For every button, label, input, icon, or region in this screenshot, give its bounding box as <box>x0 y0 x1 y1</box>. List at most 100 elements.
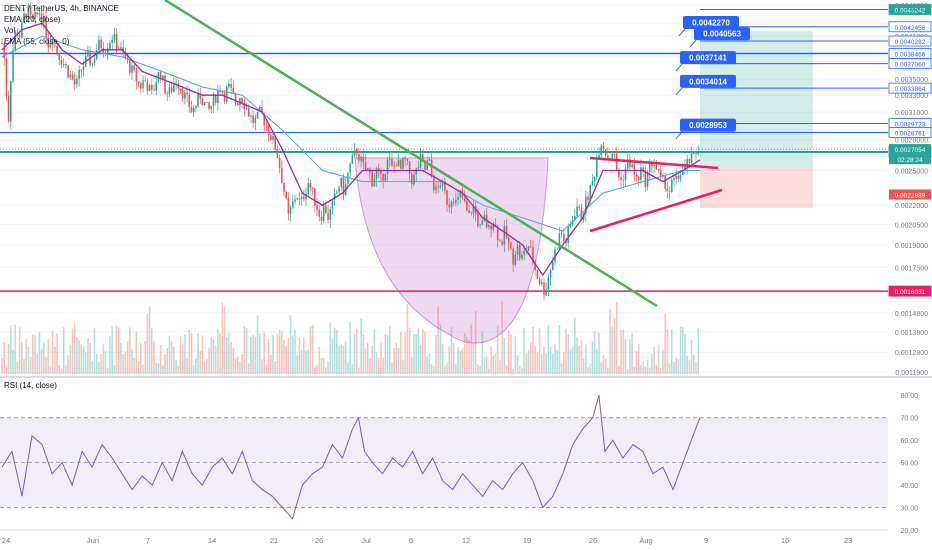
candle-body <box>281 168 283 184</box>
volume-bar <box>245 328 248 374</box>
candle-body <box>626 159 629 169</box>
candle-body <box>477 214 479 226</box>
candle-body <box>303 196 305 200</box>
time-axis[interactable]: 24 Jun 7 14 21 26 Jul 6 12 19 26 Aug 9 16 23 <box>2 536 852 545</box>
rsi-legend[interactable]: RSI (14, close) <box>4 381 57 390</box>
candle-body <box>666 188 669 192</box>
candle-body <box>269 135 272 140</box>
volume-bar <box>146 313 149 374</box>
cup-pattern-shape[interactable] <box>354 157 549 344</box>
volume-bar <box>637 343 640 374</box>
volume-bar <box>201 335 204 374</box>
volume-bar <box>263 332 265 374</box>
candle-body <box>450 201 453 208</box>
volume-bar <box>402 359 404 374</box>
volume-bar <box>47 339 50 374</box>
volume-bar <box>430 364 433 374</box>
volume-bar <box>78 340 80 374</box>
candle-body <box>80 69 83 71</box>
volume-bar <box>212 339 215 374</box>
candle-body <box>518 245 521 259</box>
level-badge <box>888 21 932 33</box>
volume-bar <box>488 368 490 374</box>
volume-bar <box>633 367 636 374</box>
volume-bar <box>472 343 475 374</box>
candle-body <box>648 163 651 173</box>
volume-bar <box>386 335 389 374</box>
candle-body <box>397 159 400 167</box>
price-badge-label: 0.0027054 <box>895 147 926 154</box>
candle-body <box>311 187 314 189</box>
candle-body <box>162 75 164 80</box>
volume-bar <box>580 339 583 374</box>
volume-bar <box>384 334 387 374</box>
volume-bar <box>300 350 303 374</box>
volume-bar <box>241 354 243 374</box>
volume-bar <box>362 334 365 374</box>
volume-bar <box>155 362 158 374</box>
candle-body <box>146 81 149 92</box>
candle-body <box>479 224 481 226</box>
volume-bar <box>679 326 682 374</box>
candle-body <box>241 98 243 104</box>
candle-body <box>578 206 581 208</box>
candle-body <box>62 64 65 65</box>
candle-body <box>651 163 653 167</box>
level-badge <box>888 82 932 94</box>
candle-body <box>210 105 213 109</box>
candle-body <box>351 155 354 164</box>
ema55-legend[interactable]: EMA (55, close, 0) <box>4 37 70 46</box>
candle-body <box>217 90 219 104</box>
volume-bar <box>65 365 67 374</box>
volume-bar <box>556 350 558 374</box>
triangle-lower-line[interactable] <box>589 188 723 233</box>
candle-body <box>258 106 261 112</box>
level-badge-label: 0.0037060 <box>895 62 926 69</box>
volume-bar <box>554 343 556 374</box>
volume-bar <box>496 325 499 374</box>
volume-bar <box>95 353 98 374</box>
candle-body <box>483 214 486 221</box>
descending-trendline[interactable] <box>164 0 658 308</box>
candle-body <box>322 205 325 221</box>
candle-body <box>91 63 94 65</box>
candle-body <box>133 65 135 71</box>
volume-bar <box>602 355 605 374</box>
volume-bar <box>287 337 290 374</box>
volume-bar <box>670 329 673 374</box>
volume-bar <box>587 367 589 374</box>
candle-body <box>58 53 61 61</box>
candle-body <box>67 65 69 78</box>
volume-bar <box>258 333 261 374</box>
volume-bar <box>338 345 340 374</box>
volume-bar <box>225 337 228 374</box>
volume-bar <box>466 336 468 374</box>
candle-body <box>256 111 259 119</box>
volume-bar <box>593 331 596 374</box>
candle-body <box>615 153 618 170</box>
volume-bar <box>316 364 318 374</box>
volume-legend[interactable]: Vol <box>4 26 16 35</box>
volume-bar <box>265 364 268 374</box>
volume-bar <box>142 364 144 374</box>
candle-body <box>144 80 147 82</box>
candle-body <box>371 172 373 187</box>
rsi-pane[interactable]: 80.00 70.00 60.00 50.00 40.00 30.00 20.00 <box>0 393 918 535</box>
volume-bar <box>525 353 528 374</box>
candle-body <box>532 247 534 263</box>
candle-body <box>690 153 693 163</box>
volume-bar <box>474 310 477 374</box>
long-position-stop-zone[interactable] <box>700 168 813 208</box>
volume-bar <box>250 336 252 374</box>
triangle-upper-line[interactable] <box>589 156 719 170</box>
ema20-legend[interactable]: EMA (20, close) <box>4 15 61 24</box>
candle-body <box>642 167 644 171</box>
candle-body <box>10 81 12 122</box>
symbol-title[interactable]: DENT / TetherUS, 4h, BINANCE <box>4 4 119 13</box>
volume-bar <box>7 343 10 374</box>
volume-bar <box>62 327 65 374</box>
volume-bar <box>344 340 347 374</box>
volume-bar <box>186 358 188 374</box>
candle-body <box>408 161 411 174</box>
